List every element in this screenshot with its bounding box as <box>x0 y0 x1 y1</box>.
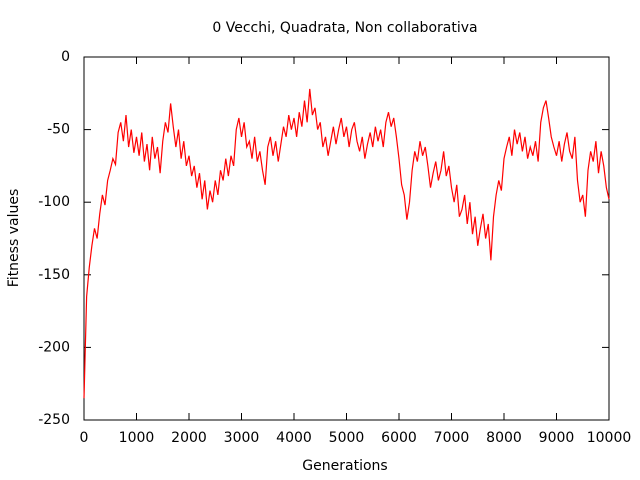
y-tick-label: -250 <box>38 412 70 428</box>
x-tick-label: 3000 <box>224 430 260 446</box>
chart-title: 0 Vecchi, Quadrata, Non collaborativa <box>212 20 477 36</box>
y-tick-label: -200 <box>38 339 70 355</box>
x-tick-label: 9000 <box>539 430 575 446</box>
y-tick-label: -100 <box>38 194 70 210</box>
x-tick-label: 10000 <box>587 430 632 446</box>
x-tick-label: 2000 <box>171 430 207 446</box>
x-tick-label: 5000 <box>329 430 365 446</box>
x-tick-label: 1000 <box>119 430 155 446</box>
y-tick-label: -150 <box>38 267 70 283</box>
plot-border <box>83 56 610 421</box>
x-tick-label: 0 <box>80 430 89 446</box>
x-tick-label: 7000 <box>434 430 470 446</box>
y-axis-label: Fitness values <box>6 189 22 287</box>
data-line <box>83 88 610 399</box>
x-axis-label: Generations <box>302 458 387 474</box>
y-tick-label: 0 <box>61 49 70 65</box>
x-tick-label: 6000 <box>381 430 417 446</box>
x-tick-label: 8000 <box>486 430 522 446</box>
y-tick-label: -50 <box>47 122 70 138</box>
x-tick-label: 4000 <box>276 430 312 446</box>
